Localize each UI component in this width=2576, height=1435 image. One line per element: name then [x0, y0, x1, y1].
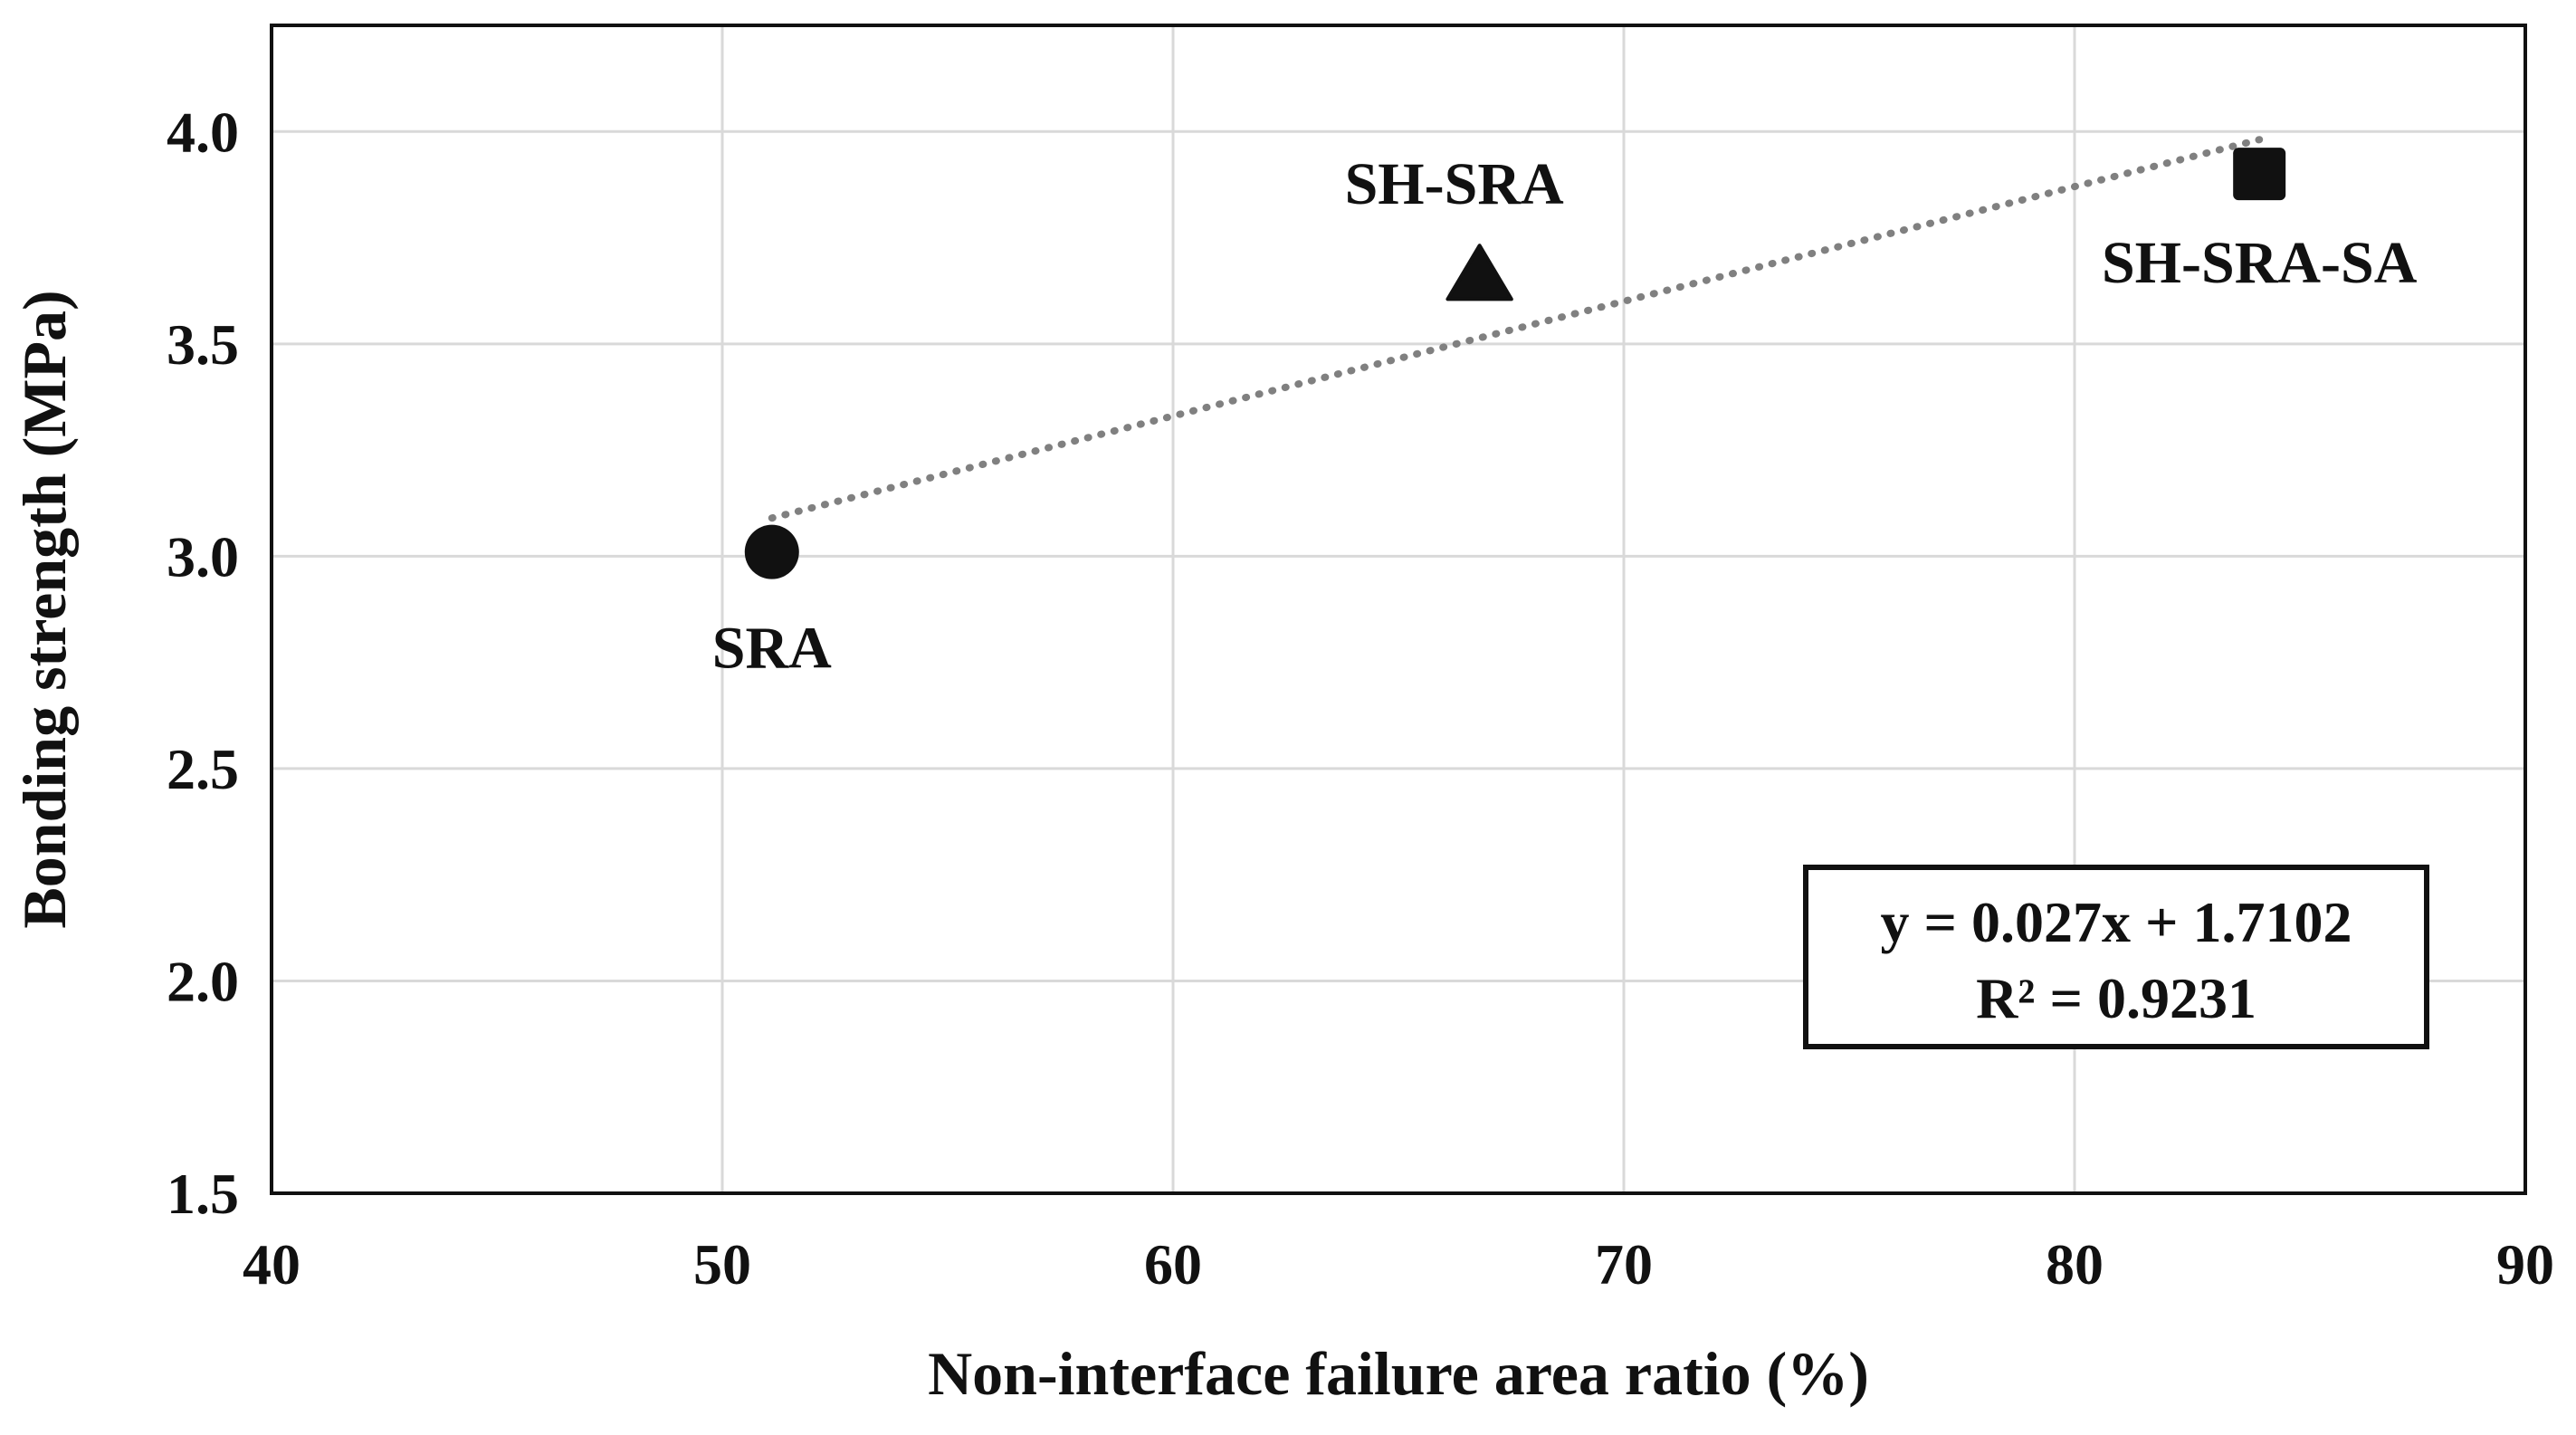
data-markers	[744, 148, 2286, 579]
plot-area-frame	[270, 24, 2527, 1195]
trendline-r-squared: R² = 0.9231	[1976, 966, 2256, 1030]
x-tick-label: 90	[2496, 1232, 2554, 1296]
tick-labels: 40 50 60 70 80 90 1.5 2.0 2.5 3.0 3.5 4.0	[167, 100, 2554, 1296]
y-tick-label: 1.5	[167, 1162, 239, 1226]
point-label-sh-sra: SH-SRA	[1345, 151, 1564, 217]
y-tick-label: 4.0	[167, 100, 239, 164]
y-tick-label: 2.5	[167, 737, 239, 801]
x-tick-label: 70	[1595, 1232, 1653, 1296]
trendline-equation-box: y = 0.027x + 1.7102 R² = 0.9231	[1803, 865, 2429, 1049]
y-axis-title: Bonding strength (MPa)	[10, 290, 79, 928]
y-tick-label: 3.0	[167, 524, 239, 588]
x-tick-label: 40	[243, 1232, 301, 1296]
grid-lines	[272, 25, 2525, 1193]
x-tick-label: 50	[693, 1232, 751, 1296]
trendline	[768, 136, 2264, 522]
data-point-sh-sra	[1445, 244, 1513, 301]
x-tick-label: 80	[2046, 1232, 2104, 1296]
y-tick-label: 3.5	[167, 312, 239, 377]
data-point-sra	[744, 524, 799, 579]
point-label-sh-sra-sa: SH-SRA-SA	[2102, 230, 2418, 296]
y-tick-label: 2.0	[167, 949, 239, 1013]
trendline-equation: y = 0.027x + 1.7102	[1881, 890, 2352, 954]
point-labels: SRA SH-SRA SH-SRA-SA	[712, 151, 2418, 682]
data-point-sh-sra-sa	[2233, 148, 2286, 201]
point-label-sra: SRA	[712, 616, 832, 682]
x-axis-title: Non-interface failure area ratio (%)	[928, 1339, 1869, 1408]
x-tick-label: 60	[1144, 1232, 1202, 1296]
